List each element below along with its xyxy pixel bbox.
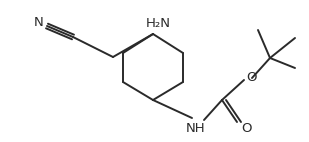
Text: O: O — [247, 70, 257, 83]
Text: O: O — [242, 123, 252, 135]
Text: NH: NH — [186, 122, 206, 134]
Text: H₂N: H₂N — [146, 16, 171, 30]
Text: N: N — [34, 15, 44, 29]
